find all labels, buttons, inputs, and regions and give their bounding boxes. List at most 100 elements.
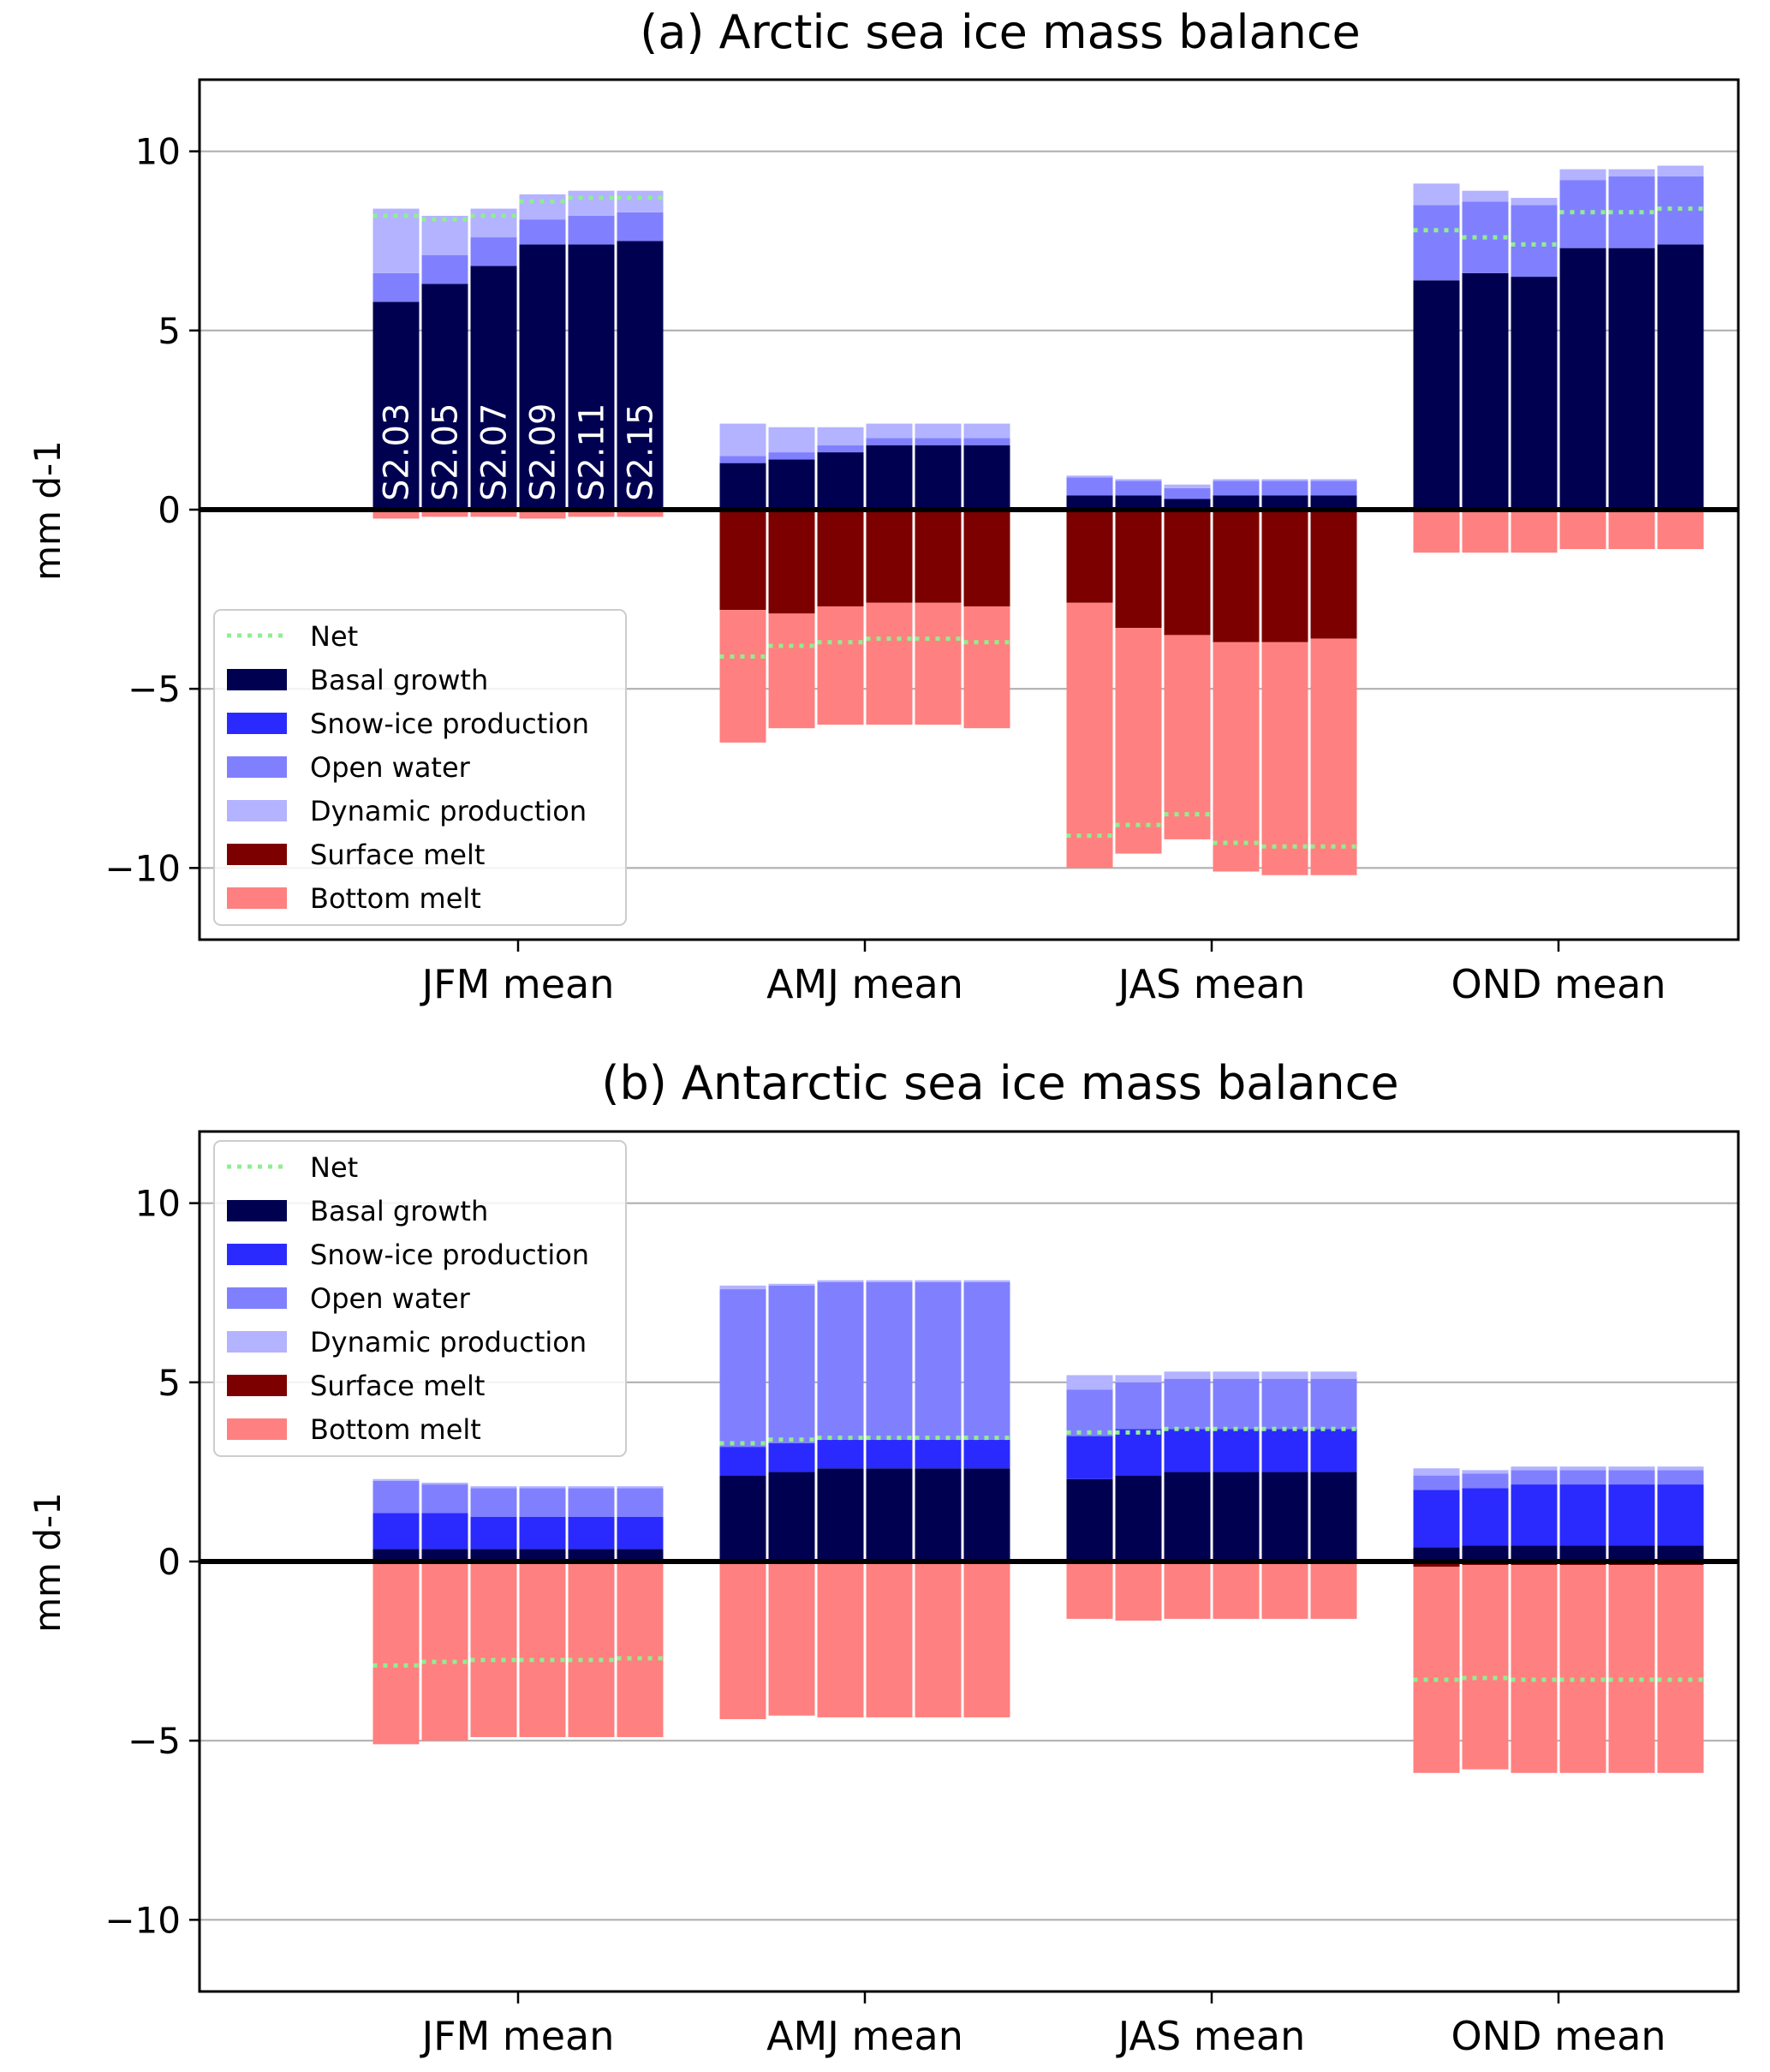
bar-segment — [1213, 1429, 1260, 1472]
bar-segment — [372, 1480, 420, 1514]
bar-segment — [963, 438, 1010, 445]
legend-swatch — [227, 1331, 287, 1352]
bar-segment — [1261, 479, 1308, 481]
bar-segment — [1164, 487, 1211, 499]
bar-segment — [817, 1280, 864, 1282]
y-tick-label: 10 — [135, 131, 181, 173]
bar-segment — [719, 456, 766, 463]
bar-segment — [1657, 1466, 1704, 1471]
bar-segment — [1462, 272, 1509, 510]
bar-segment — [1310, 1378, 1357, 1430]
bar-segment — [866, 1281, 913, 1440]
bar-segment — [768, 1442, 815, 1472]
bar-segment — [470, 1516, 517, 1550]
bar-segment — [866, 1439, 913, 1469]
category-label: JFM mean — [420, 2013, 615, 2059]
bar-segment — [719, 1289, 766, 1448]
bar-segment — [866, 1561, 913, 1717]
bar-segment — [1066, 1478, 1113, 1561]
bar-segment — [719, 1447, 766, 1476]
bar-segment — [1462, 1488, 1509, 1546]
bar-segment — [963, 606, 1010, 729]
bar-segment — [1559, 248, 1606, 510]
bar-segment — [768, 452, 815, 460]
y-axis-label: mm d-1 — [27, 440, 69, 581]
bar-segment — [1462, 190, 1509, 202]
run-label: S2.15 — [622, 403, 661, 501]
bar-segment — [817, 452, 864, 510]
bar-segment — [519, 219, 566, 245]
bar-segment — [421, 215, 468, 255]
bar-segment — [1115, 628, 1162, 854]
bar-segment — [1310, 495, 1357, 510]
x-ticks: JFM mean AMJ mean JAS mean OND mean — [420, 940, 1666, 1007]
bar-segment — [372, 511, 420, 519]
bar-segment — [617, 1488, 664, 1517]
bar-segment — [1310, 510, 1357, 639]
bar-segment — [1511, 1470, 1558, 1485]
y-ticks: 10 5 0 −5 −10 — [104, 131, 200, 889]
bar-segment — [372, 1561, 420, 1745]
run-label: S2.11 — [573, 403, 612, 501]
bar-segment — [915, 1281, 962, 1440]
bar-segment — [421, 1561, 468, 1741]
bar-segment — [568, 1488, 615, 1517]
bar-segment — [866, 423, 913, 439]
run-label: S2.03 — [378, 403, 417, 501]
legend-swatch — [227, 1418, 287, 1440]
category-label: AMJ mean — [766, 961, 963, 1007]
bar-segment — [1413, 1561, 1460, 1567]
bar-segment — [617, 1549, 664, 1561]
legend-swatch — [227, 887, 287, 909]
bar-segment — [866, 602, 913, 725]
bar-segment — [1066, 602, 1113, 869]
bar-segment — [1261, 1378, 1308, 1430]
bar-segment — [963, 510, 1010, 606]
bar-segment — [1164, 510, 1211, 636]
bar-segment — [1213, 510, 1260, 642]
bar-segment — [963, 1280, 1010, 1282]
chart-title: (b) Antarctic sea ice mass balance — [601, 1056, 1398, 1110]
legend-swatch — [227, 669, 287, 690]
bar-segment — [915, 1561, 962, 1717]
bar-segment — [1559, 1484, 1606, 1546]
bar-segment — [1559, 1466, 1606, 1471]
bar-segment — [519, 511, 566, 519]
bar-segment — [866, 445, 913, 510]
bar-segment — [963, 1439, 1010, 1469]
bar-segment — [617, 1486, 664, 1489]
legend-label: Net — [310, 1151, 358, 1184]
bar-segment — [963, 423, 1010, 439]
panel-antarctic: (b) Antarctic sea ice mass balance mm d-… — [27, 1056, 1740, 2059]
y-tick-label: 0 — [158, 1541, 181, 1583]
legend-label: Net — [310, 620, 358, 653]
bar-segment — [817, 1468, 864, 1561]
bar-segment — [768, 1472, 815, 1561]
bar-segment — [1413, 183, 1460, 206]
bar-segment — [1213, 1371, 1260, 1379]
bars — [372, 1280, 1704, 1773]
chart-title: (a) Arctic sea ice mass balance — [640, 5, 1360, 59]
bar-segment — [372, 1513, 420, 1550]
bar-segment — [719, 1561, 766, 1720]
y-tick-label: −10 — [104, 847, 181, 889]
bar-segment — [1115, 495, 1162, 510]
bar-segment — [421, 284, 468, 510]
bar-segment — [519, 1549, 566, 1561]
bar-segment — [1164, 499, 1211, 510]
bar-segment — [617, 190, 664, 212]
bar-segment — [1310, 638, 1357, 875]
bar-segment — [1310, 1472, 1357, 1561]
legend-label: Bottom melt — [310, 882, 481, 915]
bar-segment — [1310, 1371, 1357, 1379]
legend-label: Bottom melt — [310, 1413, 481, 1446]
bar-segment — [1164, 484, 1211, 488]
y-tick-label: 10 — [135, 1183, 181, 1225]
legend-swatch — [227, 1375, 287, 1396]
bar-segment — [421, 1482, 468, 1485]
bar-segment — [568, 244, 615, 510]
bar-segment — [1657, 1545, 1704, 1561]
bar-segment — [519, 1486, 566, 1489]
bar-segment — [470, 208, 517, 238]
bar-segment — [817, 427, 864, 445]
